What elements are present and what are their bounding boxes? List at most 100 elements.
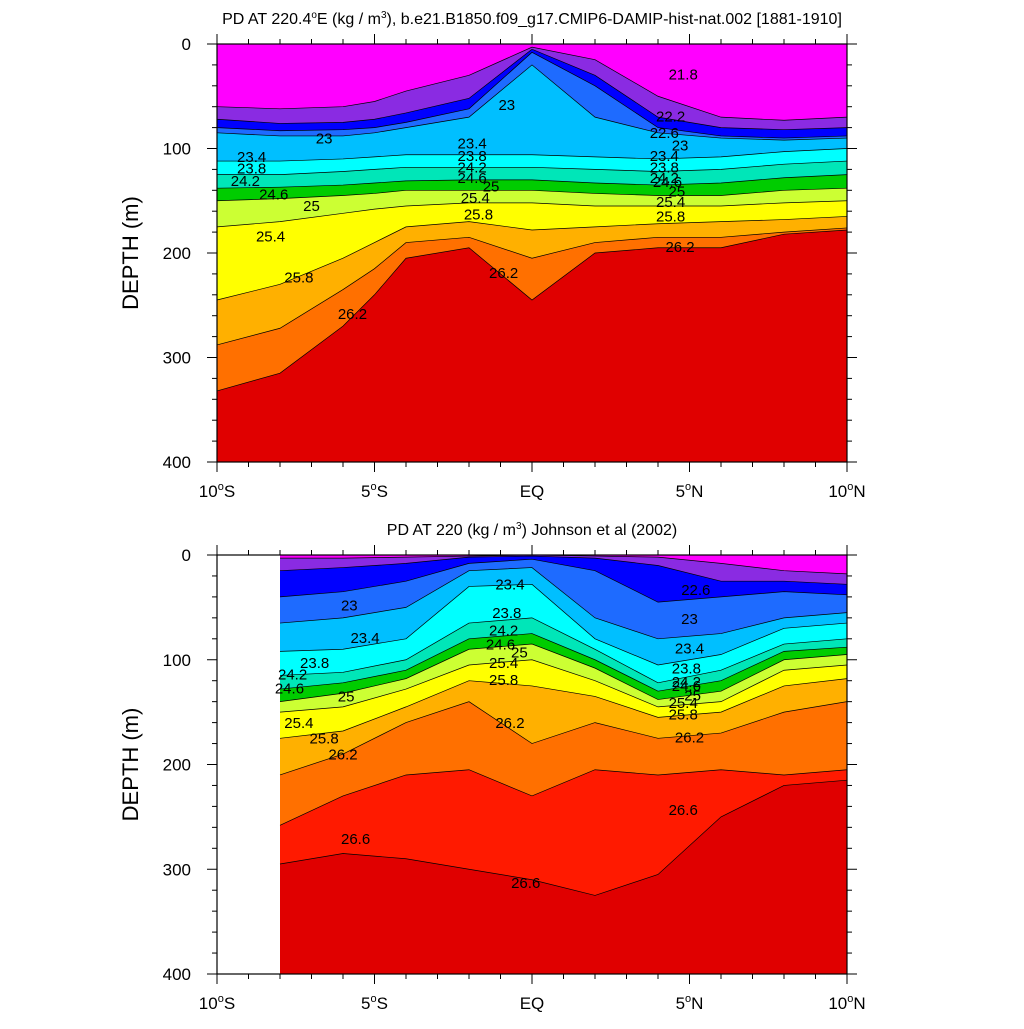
contour-label: 25	[669, 184, 686, 201]
contour-label: 23.4	[650, 148, 679, 165]
x-tick-label: EQ	[520, 994, 545, 1013]
contour-label: 21.8	[669, 67, 698, 84]
y-tick-label: 0	[182, 546, 191, 565]
isopycnal-23	[216, 64, 848, 141]
isopycnal-23	[279, 567, 848, 640]
chart-title: PD AT 220 (kg / m3) Johnson et al (2002)	[387, 521, 677, 539]
contour-label: 26.2	[665, 239, 694, 256]
y-tick-label: 100	[163, 140, 191, 159]
contour-label: 23	[498, 97, 515, 114]
x-tick-label: 5oS	[361, 481, 388, 501]
contour-label: 26.2	[328, 746, 357, 763]
x-tick-label: 10oS	[199, 993, 235, 1013]
contour-label: 24.6	[458, 170, 487, 187]
contour-label: 25.8	[309, 731, 338, 748]
contour-label: 25.8	[656, 209, 685, 226]
x-tick-label: 10oN	[828, 481, 865, 501]
y-tick-label: 300	[163, 860, 191, 879]
y-tick-label: 200	[163, 244, 191, 263]
y-tick-label: 300	[163, 349, 191, 368]
chart-title: PD AT 220.4oE (kg / m3), b.e21.B1850.f09…	[222, 10, 842, 28]
contour-label: 26.6	[511, 875, 540, 892]
x-tick-label: 10oS	[199, 481, 235, 501]
contour-label: 23.4	[675, 640, 704, 657]
contour-label: 26.6	[341, 831, 370, 848]
contour-label: 26.2	[338, 306, 367, 323]
y-tick-label: 400	[163, 453, 191, 472]
contour-label: 26.2	[489, 265, 518, 282]
isopycnal-25-8	[216, 227, 848, 346]
isopycnal-22-2	[216, 48, 848, 131]
isopycnal-25-8	[279, 701, 848, 776]
contour-label: 23.8	[237, 161, 266, 178]
y-tick-label: 200	[163, 756, 191, 775]
contour-label: 25.8	[284, 269, 313, 286]
contour-label: 23.8	[492, 605, 521, 622]
contour-label: 25.8	[464, 207, 493, 224]
x-tick-label: 5oN	[676, 993, 704, 1013]
contour-label: 23.4	[495, 577, 524, 594]
panel-1: 232323.423.824.224.62525.425.826.223.423…	[118, 10, 866, 501]
isopycnal-22-2	[279, 555, 848, 585]
contour-label: 26.2	[495, 715, 524, 732]
contour-label: 25.4	[461, 190, 490, 207]
contour-label: 24.2	[489, 623, 518, 640]
isopycnal-24-2	[279, 633, 848, 692]
contour-label: 25	[338, 689, 355, 706]
contour-label: 23	[316, 130, 333, 147]
isopycnal-26-2	[216, 229, 848, 392]
density-band-21-8	[280, 555, 847, 574]
isopycnal-24-6	[216, 187, 848, 202]
contour-label: 24.6	[486, 636, 515, 653]
contour-label: 24.2	[650, 170, 679, 187]
isopycnal-25-4	[279, 678, 848, 739]
contour-label: 25.4	[669, 695, 698, 712]
contour-label: 25.4	[284, 715, 313, 732]
contour-label: 24.2	[672, 674, 701, 691]
contour-label: 24.2	[458, 160, 487, 177]
contour-label: 25	[303, 198, 320, 215]
contour-label: 23.8	[672, 660, 701, 677]
contour-label: 22.6	[650, 125, 679, 142]
isopycnal-23-8	[279, 617, 848, 684]
x-tick-label: 5oS	[361, 993, 388, 1013]
contour-label: 25.8	[489, 672, 518, 689]
contour-label: 25.4	[489, 655, 518, 672]
contour-label: 22.2	[656, 108, 685, 125]
x-tick-label: 10oN	[828, 993, 865, 1013]
y-tick-label: 0	[182, 35, 191, 54]
contour-label: 23.4	[350, 630, 379, 647]
contour-label: 24.2	[231, 173, 260, 190]
isopycnal-26-6	[279, 779, 848, 896]
contour-label: 23.8	[300, 655, 329, 672]
isopycnal-23-4	[279, 583, 848, 666]
contour-label: 23.8	[650, 160, 679, 177]
isopycnal-21-8	[216, 46, 848, 121]
isopycnal-22-6	[279, 558, 848, 603]
contour-label: 23	[672, 138, 689, 155]
isopycnal-24-2	[216, 174, 848, 189]
isopycnal-25	[216, 200, 848, 228]
contour-label: 25.8	[669, 706, 698, 723]
contour-label: 25	[684, 688, 701, 705]
contour-label: 23.8	[458, 148, 487, 165]
y-tick-label: 400	[163, 965, 191, 984]
contour-label: 24.6	[259, 187, 288, 204]
contour-label: 24.6	[653, 174, 682, 191]
contour-label: 22.6	[681, 582, 710, 599]
contour-label: 24.2	[278, 667, 307, 684]
contour-label: 26.6	[669, 802, 698, 819]
isopycnal-22-6	[216, 51, 848, 139]
isopycnal-25	[279, 659, 848, 713]
contour-label: 24.6	[672, 678, 701, 695]
contour-label: 23.4	[237, 149, 266, 166]
isopycnal-26-2	[279, 769, 848, 826]
isopycnal-23-8	[217, 160, 848, 175]
isopycnal-24-6	[279, 643, 848, 702]
isopycnal-25-4	[216, 216, 848, 301]
isopycnal-23-4	[217, 148, 848, 162]
contour-label: 25	[483, 178, 500, 195]
